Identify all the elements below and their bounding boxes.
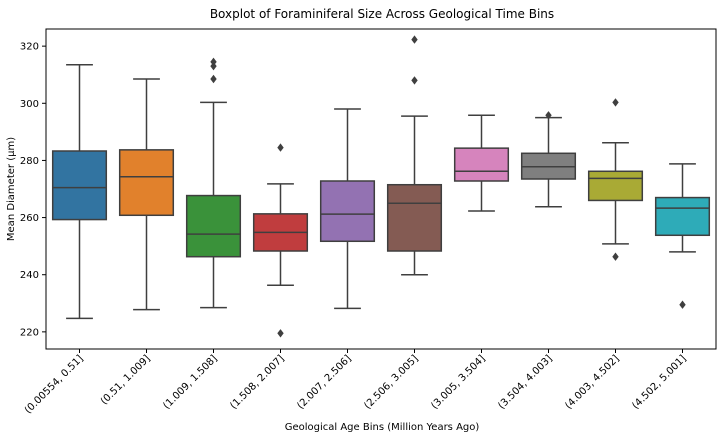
box-group-9	[587, 98, 644, 261]
y-tick-label: 220	[20, 327, 39, 338]
chart-title: Boxplot of Foraminiferal Size Across Geo…	[210, 7, 554, 21]
outlier-point	[679, 300, 686, 309]
box-group-5	[319, 108, 376, 310]
y-axis-title: Mean Diameter (μm)	[6, 137, 17, 241]
outlier-point	[277, 143, 284, 152]
box-group-1	[51, 63, 108, 320]
box-group-7	[453, 114, 510, 212]
x-tick-label: (0.51, 1.009]	[99, 353, 153, 407]
outlier-point	[545, 111, 552, 120]
box-group-10	[654, 163, 711, 309]
box-group-6	[386, 35, 443, 276]
boxes-layer	[51, 35, 711, 338]
y-tick-label: 260	[20, 213, 39, 224]
box-group-8	[520, 111, 577, 208]
outlier-point	[612, 98, 619, 107]
iqr-box	[51, 150, 108, 221]
iqr-box	[118, 149, 175, 217]
y-tick-label: 320	[20, 42, 39, 53]
outlier-point	[612, 252, 619, 261]
x-tick-label: (4.502, 5.001]	[630, 353, 688, 411]
iqr-box	[185, 194, 242, 258]
outlier-point	[210, 61, 217, 71]
outlier-point	[210, 57, 217, 67]
x-tick-label: (1.508, 2.007]	[228, 353, 286, 411]
y-tick-label: 280	[20, 156, 39, 167]
x-tick-label: (2.506, 3.005]	[362, 353, 420, 411]
x-tick-label: (4.003, 4.502]	[563, 353, 621, 411]
iqr-box	[453, 147, 510, 182]
x-tick-label: (0.00554, 0.51]	[23, 353, 86, 416]
outlier-point	[411, 35, 418, 44]
x-tick-label: (3.005, 3.504]	[429, 353, 487, 411]
y-tick-label: 300	[20, 99, 39, 110]
x-tick-label: (1.009, 1.508]	[161, 353, 219, 411]
outlier-point	[277, 329, 284, 338]
y-tick-label: 240	[20, 270, 39, 281]
iqr-box	[654, 196, 711, 237]
x-tick-label: (2.007, 2.506]	[295, 353, 353, 411]
iqr-box	[386, 183, 443, 252]
x-axis-title: Geological Age Bins (Million Years Ago)	[285, 422, 480, 433]
outlier-point	[210, 74, 217, 84]
outlier-point	[411, 76, 418, 85]
box-group-2	[118, 78, 175, 311]
box-group-3	[185, 57, 242, 309]
x-tick-label: (3.504, 4.003]	[496, 353, 554, 411]
iqr-box	[319, 180, 376, 243]
iqr-box	[587, 170, 644, 202]
box-group-4	[252, 143, 309, 338]
plot-frame	[45, 28, 717, 350]
